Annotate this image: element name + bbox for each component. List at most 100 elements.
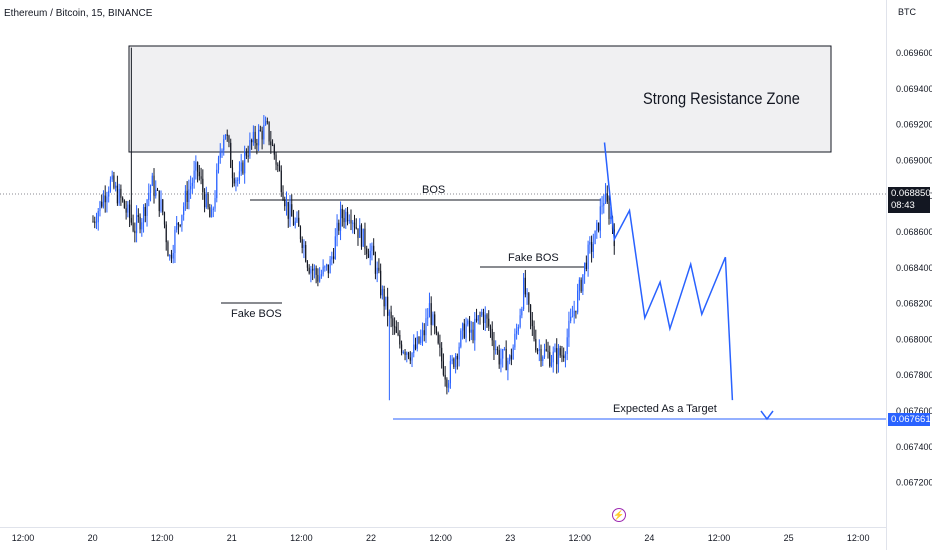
candle-body	[451, 358, 453, 362]
candle-body	[456, 355, 458, 360]
countdown-value: 08:43	[891, 200, 915, 211]
candle-body	[305, 244, 307, 262]
candle-body	[294, 221, 296, 226]
candle-body	[184, 190, 186, 207]
candle-body	[557, 348, 560, 365]
candle-body	[566, 337, 568, 354]
candle-body	[376, 267, 378, 274]
candle-body	[165, 224, 167, 243]
lightning-icon[interactable]: ⚡	[612, 508, 626, 522]
candle-body	[430, 303, 432, 325]
candle-body	[355, 227, 357, 229]
candle-body	[120, 188, 122, 198]
price-tick-label: 0.068200	[896, 299, 932, 309]
candle-body	[174, 229, 176, 254]
candle-body	[486, 314, 488, 319]
candle-body	[432, 314, 434, 325]
candle-body	[561, 355, 563, 357]
candle-body	[198, 171, 200, 177]
candle-body	[217, 157, 220, 170]
candle-body	[109, 179, 112, 191]
candle-body	[132, 222, 134, 231]
candle-body	[326, 264, 328, 267]
candle-body	[320, 274, 322, 277]
candle-body	[258, 129, 260, 146]
time-tick-label: 12:00	[569, 533, 592, 543]
candle-body	[231, 167, 234, 179]
candle-body	[261, 130, 263, 140]
candle-body	[116, 185, 119, 204]
candle-body	[357, 228, 359, 238]
candle-body	[420, 336, 422, 343]
candle-body	[332, 256, 335, 259]
candle-body	[444, 374, 446, 380]
candle-body	[122, 197, 124, 201]
candle-body	[559, 348, 561, 356]
candle-body	[578, 279, 580, 291]
candle-body	[441, 347, 443, 362]
price-axis-ticks: 0.0696000.0694000.0692000.0690000.068800…	[896, 48, 932, 488]
candle-body	[287, 201, 289, 219]
candle-body	[472, 329, 474, 341]
candle-body	[190, 186, 192, 190]
time-axis-ticks: 12:00 20 12:00 21 12:00 22 12:00 23 12:00 24 12:00…	[12, 533, 870, 543]
candle-body	[463, 323, 465, 338]
candle-body	[563, 355, 565, 359]
candle-body	[402, 351, 404, 353]
candle-body	[589, 241, 591, 245]
candle-body	[148, 192, 150, 200]
candle-body	[540, 349, 542, 362]
candle-body	[127, 204, 129, 213]
candle-body	[477, 315, 479, 321]
candle-body	[604, 193, 607, 204]
candle-body	[169, 255, 171, 257]
target-arrowhead	[760, 410, 774, 421]
candle-body	[183, 206, 185, 215]
candle-body	[587, 244, 589, 269]
candle-body	[331, 256, 333, 260]
candle-body	[488, 318, 490, 327]
fake-bos-label-right: Fake BOS	[508, 252, 559, 264]
candle-body	[172, 253, 174, 259]
candle-body	[334, 236, 336, 259]
candle-body	[301, 239, 303, 248]
candle-body	[606, 193, 608, 202]
candle-body	[324, 266, 326, 268]
candle-body	[224, 134, 227, 140]
candle-body	[369, 250, 371, 258]
candle-body	[517, 327, 519, 331]
candle-body	[153, 175, 155, 197]
candle-body	[341, 208, 343, 219]
candle-body	[590, 241, 593, 252]
candle-body	[374, 255, 377, 274]
target-price-tag[interactable]: 0.067661	[888, 413, 931, 426]
candle-body	[392, 318, 394, 327]
candle-body	[383, 289, 385, 307]
candle-body	[524, 277, 526, 295]
candle-body	[380, 270, 382, 296]
candle-body	[193, 170, 195, 183]
candle-body	[284, 199, 286, 207]
candle-body	[240, 162, 242, 172]
candle-body	[439, 343, 441, 348]
candle-body	[411, 352, 413, 361]
time-tick-label: 12:00	[429, 533, 452, 543]
candle-body	[434, 314, 436, 328]
candle-body	[413, 344, 415, 353]
candle-body	[533, 326, 535, 340]
candle-body	[475, 318, 478, 321]
candle-body	[219, 152, 221, 158]
candle-body	[142, 207, 145, 223]
candle-body	[308, 267, 310, 274]
candle-body	[390, 311, 392, 319]
candle-body	[495, 349, 497, 351]
candle-body	[573, 310, 575, 317]
candle-body	[416, 336, 418, 349]
candle-body	[179, 224, 181, 226]
candle-body	[151, 175, 153, 186]
candle-body	[118, 188, 120, 204]
candle-body	[388, 311, 390, 316]
candle-body	[519, 315, 521, 328]
last-price-tag[interactable]: 0.068850 08:43	[888, 187, 931, 213]
